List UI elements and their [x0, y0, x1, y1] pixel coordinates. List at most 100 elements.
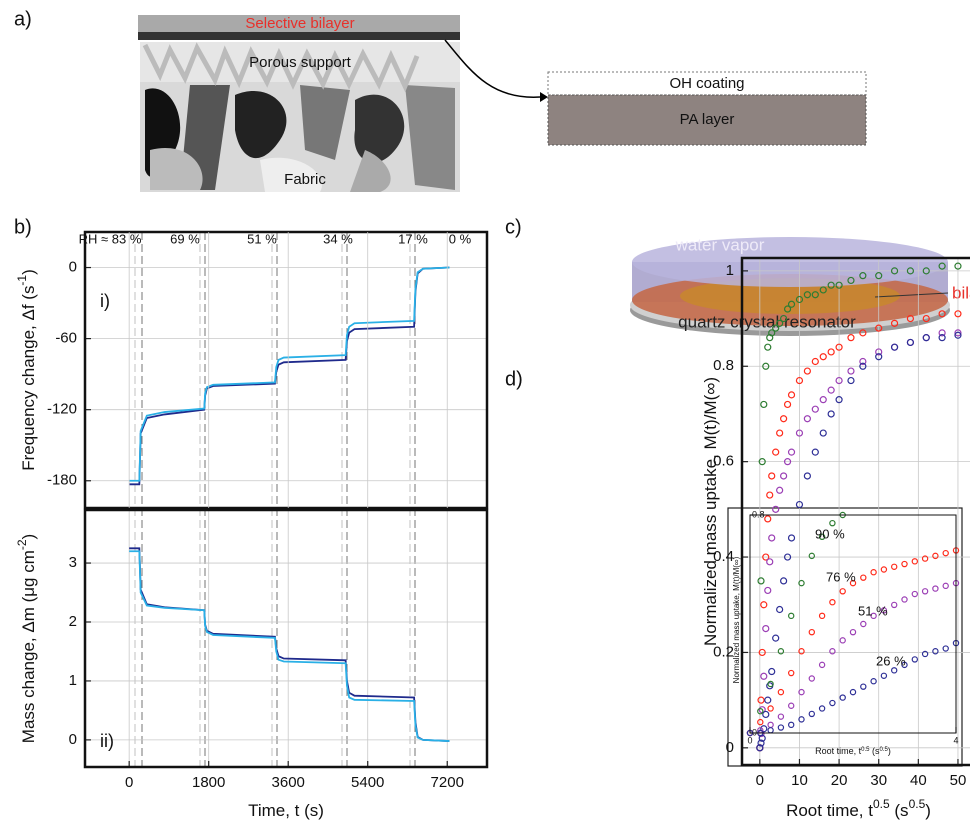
data-point: [827, 386, 835, 394]
x-tick-label: 0: [747, 735, 752, 745]
data-point: [803, 415, 811, 423]
data-point: [783, 458, 792, 466]
data-point: [880, 672, 888, 679]
data-point: [932, 552, 939, 560]
panel-label: d): [505, 368, 523, 390]
data-point: [829, 519, 836, 527]
data-point: [808, 710, 816, 718]
data-point: [780, 577, 788, 585]
data-point: [818, 705, 826, 712]
data-point: [768, 534, 776, 542]
data-point: [819, 353, 827, 361]
panel-annotation: i): [100, 291, 110, 311]
data-point: [906, 338, 915, 347]
data-point: [849, 688, 857, 696]
data-point: [835, 376, 843, 385]
data-point: [772, 324, 780, 332]
data-point: [788, 721, 795, 729]
data-point: [798, 579, 805, 587]
data-point: [764, 515, 772, 523]
superscript: 0.5: [880, 747, 889, 753]
data-point: [767, 705, 774, 712]
data-point: [780, 472, 788, 480]
data-point: [762, 362, 770, 370]
data-point: [795, 500, 804, 509]
data-point: [780, 415, 788, 423]
data-point: [922, 314, 930, 323]
x-tick-label: 50: [950, 772, 967, 789]
data-point: [808, 675, 816, 682]
data-point: [757, 696, 765, 704]
data-point: [776, 605, 784, 614]
data-point: [922, 267, 930, 275]
data-point: [776, 486, 784, 494]
data-point: [783, 553, 792, 561]
panel-annotation: ii): [100, 731, 114, 751]
plot-frame: [83, 230, 489, 510]
x-tick-label: 40: [910, 772, 927, 789]
axis-label: Root time, t0.5 (s0.5): [815, 746, 891, 756]
x-tick-label: 20: [831, 772, 848, 789]
data-point: [827, 410, 835, 418]
data-point: [890, 343, 899, 351]
data-point: [803, 367, 811, 375]
step-markers: [134, 232, 416, 767]
data-point: [760, 725, 768, 733]
label-part: ): [19, 534, 38, 540]
data-point: [764, 343, 772, 351]
superscript: -2: [15, 539, 29, 550]
data-point: [890, 319, 899, 327]
bilayer-label: bilayer: [952, 283, 970, 302]
data-point: [795, 295, 804, 304]
superscript: -1: [15, 275, 29, 286]
data-point: [835, 281, 843, 289]
data-point: [901, 560, 908, 568]
data-point: [938, 310, 946, 318]
y-tick-label: 0.8: [713, 357, 734, 374]
data-point: [767, 680, 774, 688]
data-point: [777, 648, 785, 655]
series-label: 51 %: [858, 603, 888, 618]
x-tick-label: 4: [953, 735, 958, 745]
data-point: [849, 579, 857, 587]
data-point: [954, 329, 962, 337]
panel-label: c): [505, 216, 522, 238]
superscript: 0.5: [909, 797, 926, 811]
data-point: [819, 396, 827, 404]
data-point: [847, 367, 855, 375]
inset-frame: [727, 507, 963, 767]
y-tick-label: 0.2: [713, 643, 734, 660]
axis-label: Time, t (s): [248, 801, 324, 820]
data-point: [942, 645, 949, 652]
y-tick-label: 0.4: [713, 548, 734, 565]
label-part: Time, t (s): [248, 801, 324, 820]
data-point: [756, 744, 764, 752]
data-point: [803, 291, 811, 299]
data-point: [839, 637, 846, 644]
data-point: [783, 305, 792, 313]
label-part: (s: [890, 801, 909, 820]
data-point: [758, 458, 766, 466]
data-point: [891, 601, 898, 609]
data-point: [932, 585, 939, 592]
data-point: [766, 491, 774, 499]
label-part: Mass change, Δm (μg cm: [19, 550, 38, 743]
data-point: [901, 596, 908, 603]
data-point: [764, 586, 772, 595]
data-point: [760, 400, 768, 409]
data-point: [921, 650, 929, 658]
data-point: [787, 391, 796, 399]
data-point: [839, 694, 846, 701]
data-point: [891, 563, 898, 570]
data-point: [818, 661, 826, 669]
data-point: [911, 590, 919, 598]
data-point: [835, 396, 843, 404]
data-point: [772, 634, 780, 642]
x-tick-label: 10: [791, 772, 808, 789]
data-point: [795, 429, 804, 437]
rh-label: 69 %: [170, 231, 200, 246]
axis-label: Root time, t0.5 (s0.5): [786, 797, 931, 820]
data-point: [760, 601, 768, 609]
data-point: [891, 667, 898, 674]
bilayer-label: Selective bilayer: [245, 15, 354, 32]
